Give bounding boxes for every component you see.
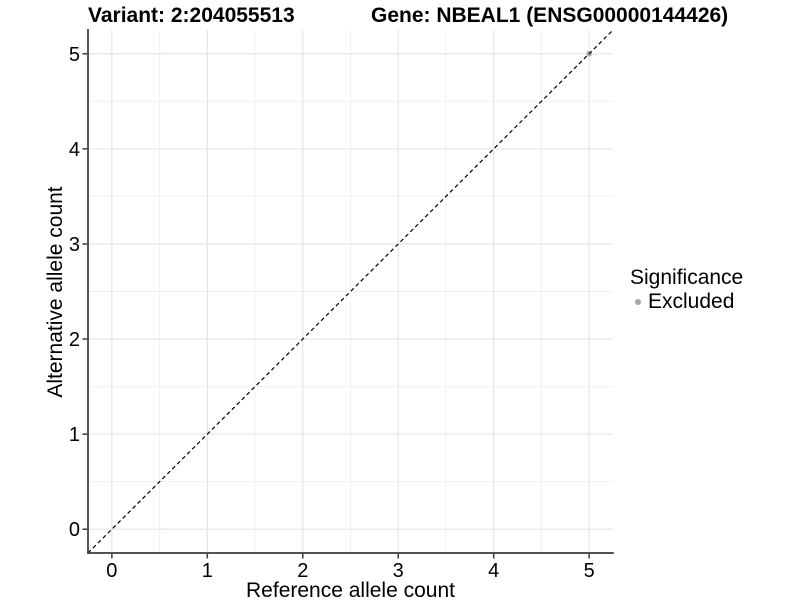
x-tick-label: 2 [297, 560, 308, 582]
plot-title-variant: Variant: 2:204055513 [88, 4, 295, 27]
y-tick-label: 0 [69, 519, 80, 541]
x-tick-label: 5 [584, 560, 595, 582]
legend-key [628, 292, 648, 312]
y-tick-label: 2 [69, 329, 80, 351]
x-axis-title: Reference allele count [246, 579, 455, 600]
legend-item-label: Excluded [648, 290, 735, 313]
y-tick-label: 3 [69, 234, 80, 256]
legend-title: Significance [630, 266, 744, 289]
y-tick-label: 4 [69, 139, 80, 161]
legend-point-icon [635, 299, 641, 305]
legend-items: Excluded [628, 290, 743, 314]
legend-item-excluded: Excluded [628, 290, 743, 314]
x-tick-label: 1 [202, 560, 213, 582]
x-tick-label: 4 [488, 560, 499, 582]
x-tick-label: 3 [393, 560, 404, 582]
plot-title-gene: Gene: NBEAL1 (ENSG00000144426) [371, 4, 729, 27]
x-tick-label: 0 [106, 560, 117, 582]
identity-dashed-line [87, 29, 614, 554]
y-tick-label: 5 [69, 44, 80, 66]
legend: Significance Excluded [628, 266, 743, 314]
y-axis-title: Alternative allele count [44, 186, 67, 398]
y-tick-label: 1 [69, 424, 80, 446]
